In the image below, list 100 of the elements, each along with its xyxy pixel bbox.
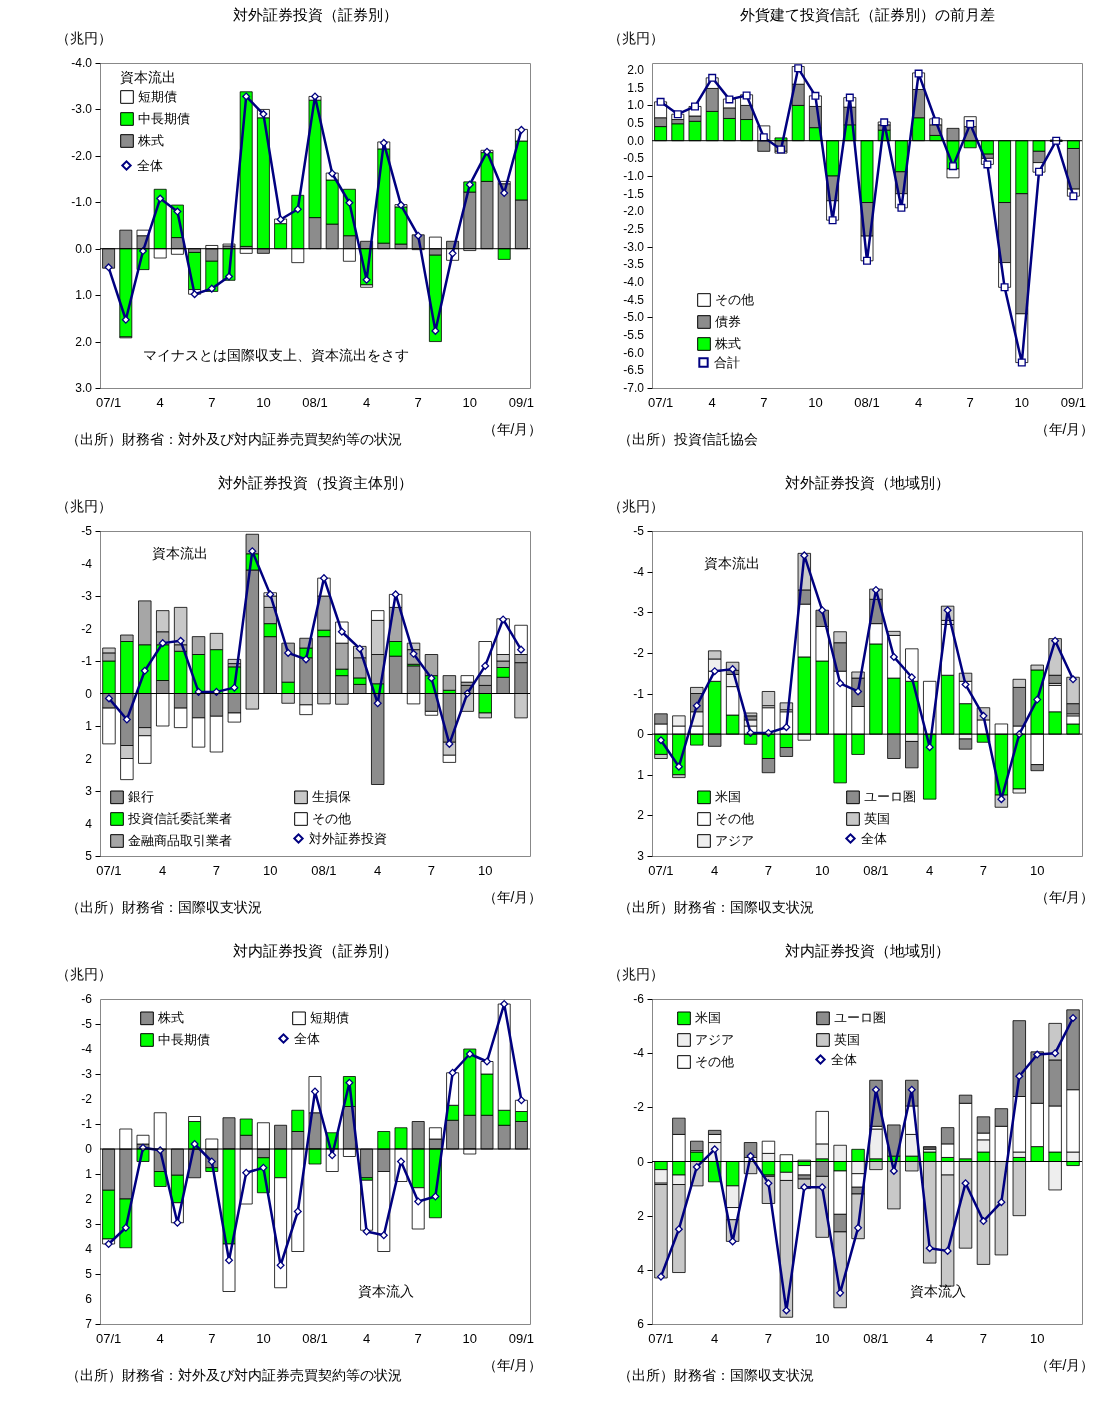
legend-title: 資本流出 [120, 69, 176, 85]
y-tick-label: -5.5 [623, 328, 645, 343]
y-tick-label: -4 [81, 556, 93, 571]
legend-label: 株式 [137, 133, 164, 148]
legend-label: 合計 [714, 354, 740, 370]
text: （出所）財務省：国際収支状況 [617, 899, 814, 915]
x-tick-label: 4 [708, 394, 716, 410]
y-tick-label: 4 [637, 1262, 645, 1277]
x-tick-label: 4 [156, 394, 164, 410]
y-axis-title: （兆円） [55, 29, 112, 46]
y-tick-label: -3 [81, 589, 93, 603]
legend-label: 米国 [695, 1010, 721, 1026]
x-tick-label: 10 [1029, 1330, 1045, 1346]
y-tick-label: 0.0 [75, 241, 93, 256]
x-tick-label: 09/1 [1060, 394, 1087, 410]
x-tick-label: 7 [764, 1330, 773, 1346]
chart-title: 対外証券投資（地域別） [784, 474, 950, 491]
x-axis-title: （年/月） [482, 888, 543, 905]
x-tick-label: 7 [427, 862, 436, 878]
y-tick-label: -2.5 [623, 222, 645, 237]
x-tick-label: 4 [711, 1330, 719, 1346]
x-tick-label: 09/1 [508, 394, 535, 410]
x-tick-label: 4 [711, 862, 719, 878]
y-tick-label: 5 [85, 1267, 93, 1281]
y-tick-label: -3.5 [623, 257, 645, 272]
legend-label: ユーロ圏 [864, 789, 916, 805]
legend-label: 全体 [137, 157, 163, 173]
chart-title: 対外証券投資（投資主体別） [217, 474, 413, 491]
y-tick-label: 0 [85, 1142, 93, 1156]
x-tick-label: 7 [208, 394, 216, 410]
y-tick-label: -2 [81, 621, 93, 636]
x-tick-label: 7 [208, 1330, 216, 1346]
x-tick-label: 09/1 [508, 1330, 535, 1346]
y-tick-label: 1.0 [75, 288, 93, 303]
y-tick-label: 2.0 [627, 63, 645, 78]
y-tick-label: -4.0 [623, 275, 645, 290]
annotation: 資本流出 [703, 554, 760, 571]
y-tick-label: -2 [81, 1092, 93, 1106]
legend-label: 銀行 [128, 789, 154, 805]
x-tick-label: 10 [477, 862, 493, 878]
x-tick-label: 4 [926, 862, 934, 878]
legend-label: 株式 [714, 336, 741, 351]
legend-label: 米国 [715, 789, 741, 805]
y-tick-label: -2.0 [623, 204, 645, 219]
y-tick-label: 0 [85, 686, 93, 701]
text: （出所）財務省：対外及び対内証券売買契約等の状況 [65, 1367, 402, 1383]
x-tick-label: 08/1 [863, 862, 889, 878]
y-axis-title: （兆円） [607, 29, 664, 46]
y-tick-label: -4 [633, 564, 645, 579]
x-tick-label: 4 [156, 1330, 164, 1346]
legend-label: 中長期債 [138, 111, 190, 126]
y-tick-label: -5 [81, 524, 93, 538]
y-tick-label: -4.0 [71, 56, 93, 70]
y-tick-label: 2 [85, 1192, 93, 1206]
legend-label: 対外証券投資 [309, 830, 387, 846]
y-tick-label: 1.0 [627, 98, 645, 113]
x-tick-label: 07/1 [95, 1330, 122, 1346]
y-tick-label: 0 [637, 1154, 645, 1169]
y-tick-label: 3.0 [75, 381, 93, 395]
y-tick-label: 2 [637, 808, 645, 823]
x-axis-title: （年/月） [482, 1356, 543, 1373]
y-tick-label: -5 [633, 524, 645, 538]
y-tick-label: -1.5 [623, 186, 645, 201]
x-tick-label: 7 [979, 862, 988, 878]
y-tick-label: -1 [81, 1117, 93, 1131]
y-tick-label: 1.5 [627, 80, 645, 95]
y-tick-label: 1 [637, 767, 645, 782]
x-tick-label: 10 [808, 394, 823, 410]
legend-label: アジア [695, 1032, 734, 1047]
y-tick-label: 0.0 [627, 133, 645, 148]
x-tick-label: 4 [362, 1330, 371, 1346]
y-tick-label: 6 [85, 1292, 93, 1306]
legend-label: 全体 [861, 830, 887, 846]
y-tick-label: 7 [85, 1317, 93, 1331]
x-tick-label: 4 [159, 862, 167, 878]
legend-label: 英国 [864, 811, 890, 826]
x-tick-label: 7 [966, 394, 974, 410]
x-tick-label: 4 [374, 862, 382, 878]
y-tick-label: -5.0 [623, 310, 645, 325]
x-tick-label: 10 [462, 1330, 478, 1346]
legend-label: 全体 [831, 1051, 857, 1067]
annotation: 資本流出 [151, 544, 208, 561]
annotation: 資本流入 [358, 1282, 414, 1299]
y-tick-label: -1 [633, 686, 645, 701]
y-tick-label: 4 [85, 816, 93, 831]
chart-title: 対外証券投資（証券別） [232, 6, 398, 23]
y-tick-label: 1 [85, 719, 93, 733]
x-tick-label: 10 [814, 1330, 830, 1346]
y-axis-title: （兆円） [607, 965, 664, 982]
y-tick-label: -1.0 [623, 169, 645, 184]
y-tick-label: 2 [637, 1208, 645, 1223]
legend-label: 全体 [294, 1030, 320, 1046]
legend-label: アジア [715, 833, 754, 848]
text: （出所）財務省：国際収支状況 [65, 899, 262, 915]
chart-title: 外貨建て投資信託（証券別）の前月差 [739, 6, 995, 23]
x-tick-label: 10 [256, 394, 271, 410]
x-tick-label: 08/1 [302, 394, 328, 410]
legend-label: ユーロ圏 [834, 1010, 886, 1026]
x-tick-label: 10 [256, 1330, 271, 1346]
y-tick-label: 6 [637, 1317, 645, 1331]
